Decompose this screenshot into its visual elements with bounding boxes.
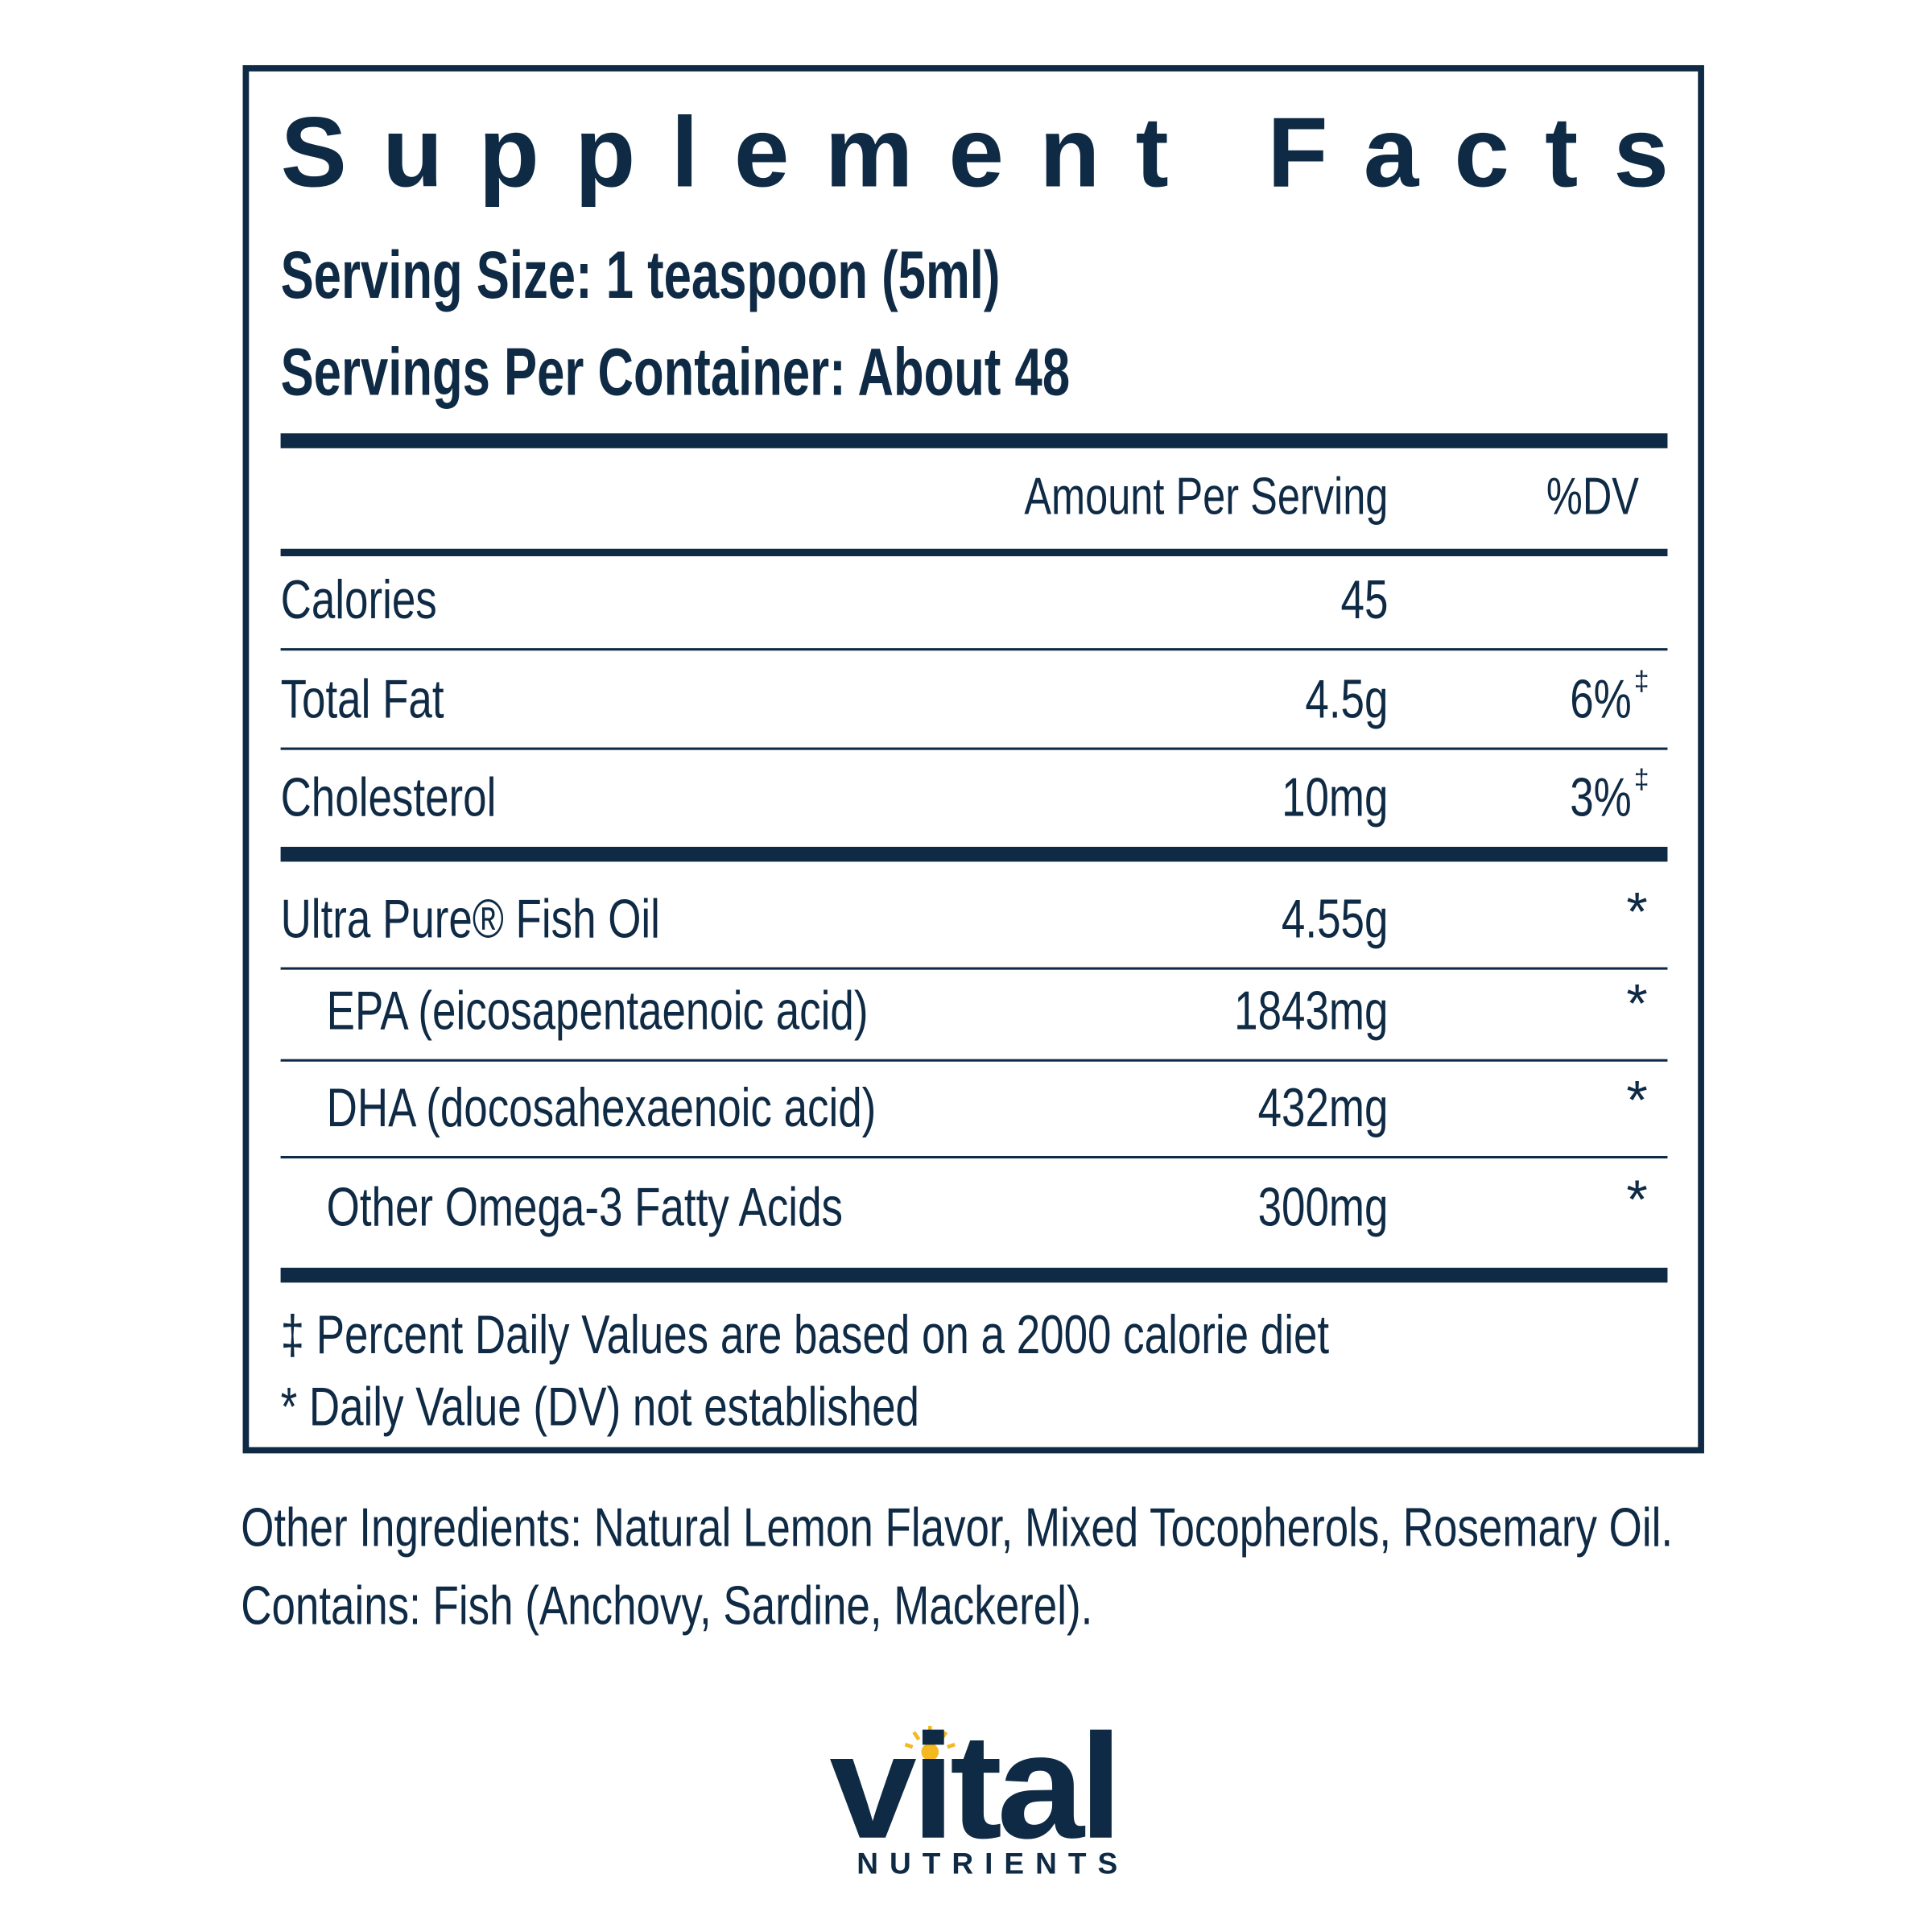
servings-per-container: Servings Per Container: About 48 — [281, 334, 1071, 409]
amount: 10mg — [1282, 767, 1388, 828]
footnote: ‡ Percent Daily Values are based on a 20… — [281, 1305, 1330, 1365]
amount: 4.5g — [1305, 670, 1388, 730]
row-rule — [280, 648, 1668, 651]
header-dv: %DV — [1546, 467, 1639, 526]
contains: Contains: Fish (Anchovy, Sardine, Macker… — [241, 1575, 1092, 1636]
dv-mark: ‡ — [1634, 764, 1649, 795]
facts-box — [242, 64, 1704, 1454]
nutrient-name: Cholesterol — [281, 767, 497, 828]
logo-brand: vital — [829, 1703, 1117, 1870]
row-rule — [280, 967, 1668, 970]
daily-value: * — [1626, 1071, 1647, 1131]
sub-ingredient-name: EPA (eicosapentaenoic acid) — [327, 981, 869, 1042]
amount: 300mg — [1258, 1177, 1389, 1237]
ingredient-name: Ultra Pure® Fish Oil — [281, 890, 660, 950]
other-ingredients: Other Ingredients: Natural Lemon Flavor,… — [241, 1497, 1673, 1558]
thick-rule — [280, 846, 1668, 862]
title: Supplement Facts — [281, 97, 1669, 208]
logo-sub: NUTRIENTS — [857, 1847, 1117, 1880]
rule — [280, 548, 1668, 557]
nutrient-name: Total Fat — [281, 670, 444, 730]
sub-ingredient-name: DHA (docosahexaenoic acid) — [327, 1078, 877, 1138]
footnote: * Daily Value (DV) not established — [281, 1377, 919, 1438]
daily-value: * — [1626, 881, 1647, 942]
amount: 1843mg — [1234, 981, 1388, 1042]
thick-rule — [280, 433, 1668, 448]
sub-ingredient-name: Other Omega-3 Fatty Acids — [327, 1177, 843, 1237]
daily-value: * — [1626, 973, 1647, 1034]
amount: 432mg — [1258, 1078, 1389, 1138]
nutrient-name: Calories — [281, 570, 437, 630]
daily-value: 6% — [1570, 670, 1632, 730]
row-rule — [280, 1059, 1668, 1062]
sun-icon — [904, 1725, 956, 1749]
thick-rule — [280, 1267, 1668, 1283]
daily-value: 3% — [1570, 767, 1632, 828]
serving-size: Serving Size: 1 teaspoon (5ml) — [281, 237, 1001, 312]
header-amount: Amount Per Serving — [1024, 467, 1388, 526]
sun — [921, 1743, 939, 1761]
amount: 4.55g — [1282, 890, 1388, 950]
row-rule — [280, 747, 1668, 750]
amount: 45 — [1341, 570, 1389, 630]
row-rule — [280, 1155, 1668, 1159]
dv-mark: ‡ — [1634, 667, 1649, 697]
daily-value: * — [1626, 1170, 1647, 1230]
